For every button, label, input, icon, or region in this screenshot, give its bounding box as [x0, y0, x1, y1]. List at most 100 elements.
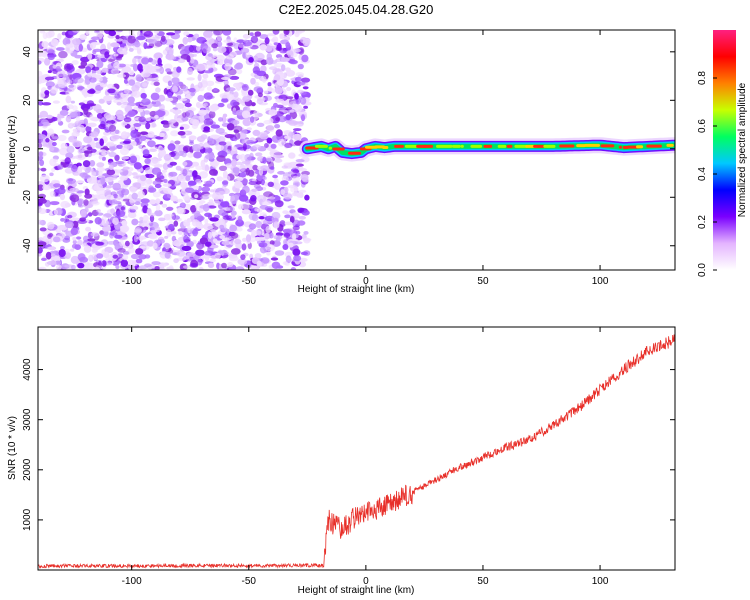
noise-blob — [181, 245, 192, 252]
noise-blob — [242, 33, 251, 39]
noise-blob — [252, 144, 262, 150]
noise-blob — [168, 223, 175, 231]
noise-blob — [267, 82, 272, 87]
noise-blob — [300, 114, 306, 122]
noise-blob — [297, 207, 305, 213]
noise-blob — [165, 68, 172, 73]
noise-blob — [38, 142, 43, 148]
noise-blob — [139, 216, 144, 221]
noise-blob — [216, 33, 222, 42]
x-tick-label: -100 — [122, 276, 142, 287]
noise-blob — [264, 37, 270, 45]
noise-blob — [98, 170, 103, 177]
noise-blob — [268, 196, 276, 200]
noise-blob — [254, 52, 265, 61]
noise-blob — [256, 208, 263, 213]
noise-blob — [190, 92, 196, 97]
x-tick-label: 100 — [592, 576, 609, 587]
colorbar-scale — [713, 30, 736, 270]
noise-blob — [121, 188, 130, 196]
noise-blob — [108, 151, 117, 158]
noise-blob — [205, 180, 213, 188]
noise-blob — [267, 181, 274, 187]
noise-blob — [39, 174, 50, 183]
noise-blob — [234, 180, 243, 189]
signal-peak — [470, 144, 483, 148]
noise-blob — [163, 63, 173, 71]
colorbar-tick-label: 0.0 — [697, 263, 708, 277]
noise-blob — [261, 76, 267, 83]
noise-blob — [277, 170, 285, 175]
noise-blob — [203, 102, 208, 107]
noise-blob — [260, 165, 270, 171]
noise-blob — [244, 154, 252, 162]
noise-blob — [274, 124, 281, 129]
noise-blob — [181, 150, 187, 158]
noise-blob — [296, 231, 301, 235]
noise-blob — [203, 30, 213, 38]
noise-blob — [119, 239, 124, 247]
noise-blob — [161, 203, 168, 208]
noise-blob — [209, 104, 218, 112]
noise-blob — [141, 82, 148, 88]
noise-blob — [60, 245, 65, 250]
noise-blob — [295, 163, 304, 167]
colorbar-tick-label: 0.2 — [697, 215, 708, 229]
noise-blob — [58, 249, 66, 257]
noise-blob — [293, 128, 302, 132]
noise-blob — [51, 136, 60, 140]
noise-blob — [241, 243, 247, 251]
noise-blob — [140, 135, 147, 142]
noise-blob — [251, 229, 257, 236]
noise-blob — [219, 251, 230, 256]
noise-blob — [116, 144, 124, 149]
noise-blob — [140, 174, 147, 182]
noise-blob — [134, 41, 141, 48]
noise-blob — [46, 260, 57, 266]
noise-blob — [65, 95, 72, 104]
noise-blob — [191, 121, 199, 130]
noise-blob — [101, 215, 107, 220]
noise-blob — [129, 205, 139, 211]
noise-blob — [66, 145, 75, 154]
noise-blob — [298, 47, 305, 55]
noise-blob — [187, 67, 193, 75]
noise-blob — [142, 219, 150, 224]
noise-blob — [59, 147, 69, 156]
noise-blob — [76, 180, 85, 184]
noise-blob — [134, 227, 142, 234]
noise-blob — [221, 240, 232, 246]
noise-blob — [65, 152, 74, 159]
noise-blob — [164, 235, 169, 239]
signal-peak — [666, 143, 674, 147]
noise-blob — [70, 248, 75, 252]
noise-blob — [154, 226, 161, 233]
noise-blob — [64, 157, 71, 165]
noise-blob — [204, 250, 214, 257]
noise-blob — [287, 205, 295, 209]
noise-blob — [80, 56, 90, 63]
noise-blob — [166, 266, 174, 270]
noise-blob — [87, 122, 97, 128]
noise-blob — [233, 82, 242, 88]
noise-blob — [38, 252, 42, 257]
noise-blob — [280, 57, 290, 62]
noise-blob — [287, 185, 298, 189]
noise-blob — [243, 39, 249, 43]
noise-blob — [89, 114, 94, 121]
noise-blob — [85, 66, 92, 74]
noise-blob — [50, 38, 59, 47]
noise-blob — [47, 49, 55, 54]
noise-blob — [264, 232, 270, 240]
noise-blob — [274, 182, 281, 190]
spectrogram-y-ticks: -40 -20 0 20 40 — [22, 46, 675, 253]
noise-blob — [197, 81, 203, 89]
noise-blob — [41, 102, 52, 106]
noise-blob — [155, 204, 161, 212]
noise-blob — [140, 198, 150, 204]
noise-blob — [121, 66, 132, 73]
noise-blob — [248, 169, 255, 177]
noise-blob — [188, 87, 196, 93]
noise-blob — [45, 137, 50, 143]
noise-blob — [161, 128, 170, 132]
